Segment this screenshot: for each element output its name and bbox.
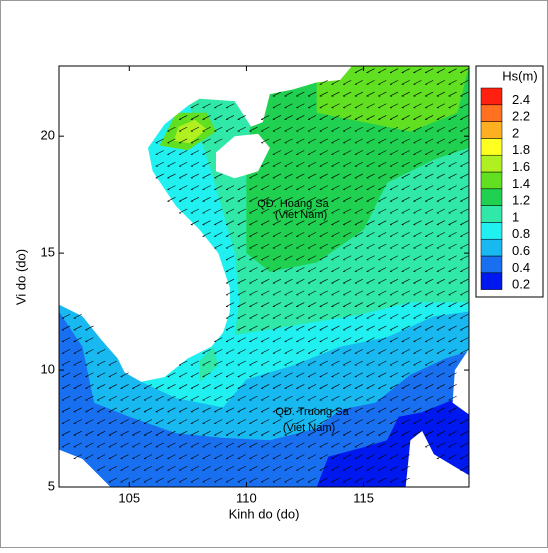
colorbar-swatch	[481, 172, 502, 189]
x-tick-label: 105	[118, 490, 140, 505]
wave-field	[59, 66, 469, 487]
colorbar-label: 0.8	[512, 226, 530, 241]
colorbar-swatch	[481, 206, 502, 223]
colorbar-swatch	[481, 222, 502, 239]
x-tick-label: 110	[236, 490, 257, 505]
x-axis-label: Kinh do (do)	[229, 506, 300, 521]
colorbar-label: 0.6	[512, 243, 530, 258]
colorbar-swatch	[481, 239, 502, 256]
colorbar-label: 0.4	[512, 260, 530, 275]
colorbar-swatch	[481, 138, 502, 155]
y-tick-label: 20	[41, 128, 55, 143]
colorbar-label: 1.8	[512, 142, 530, 157]
y-tick-label: 5	[48, 478, 55, 493]
colorbar-swatch	[481, 105, 502, 122]
y-tick-label: 10	[41, 361, 55, 376]
colorbar-label: 1	[512, 209, 519, 224]
colorbar-label: 2.4	[512, 92, 530, 107]
colorbar-label: 2	[512, 125, 519, 140]
colorbar-label: 0.2	[512, 277, 530, 292]
colorbar-label: 1.6	[512, 159, 530, 174]
colorbar-swatch	[481, 256, 502, 273]
colorbar-label: 2.2	[512, 109, 530, 124]
colorbar-swatch	[481, 273, 502, 290]
colorbar-label: 1.2	[512, 193, 530, 208]
colorbar-swatch	[481, 189, 502, 206]
y-axis-label: Vi do (do)	[13, 249, 28, 305]
annotation: (Viet Nam)	[283, 422, 335, 434]
colorbar-swatch	[481, 122, 502, 139]
x-tick-label: 115	[353, 490, 374, 505]
annotation: QĐ. Truong Sa	[275, 406, 349, 418]
colorbar-swatch	[481, 88, 502, 105]
annotation: (Viet Nam)	[275, 209, 327, 221]
colorbar-title: Hs(m)	[502, 68, 537, 83]
colorbar-label: 1.4	[512, 176, 530, 191]
y-tick-label: 15	[41, 245, 55, 260]
colorbar-swatch	[481, 155, 502, 172]
